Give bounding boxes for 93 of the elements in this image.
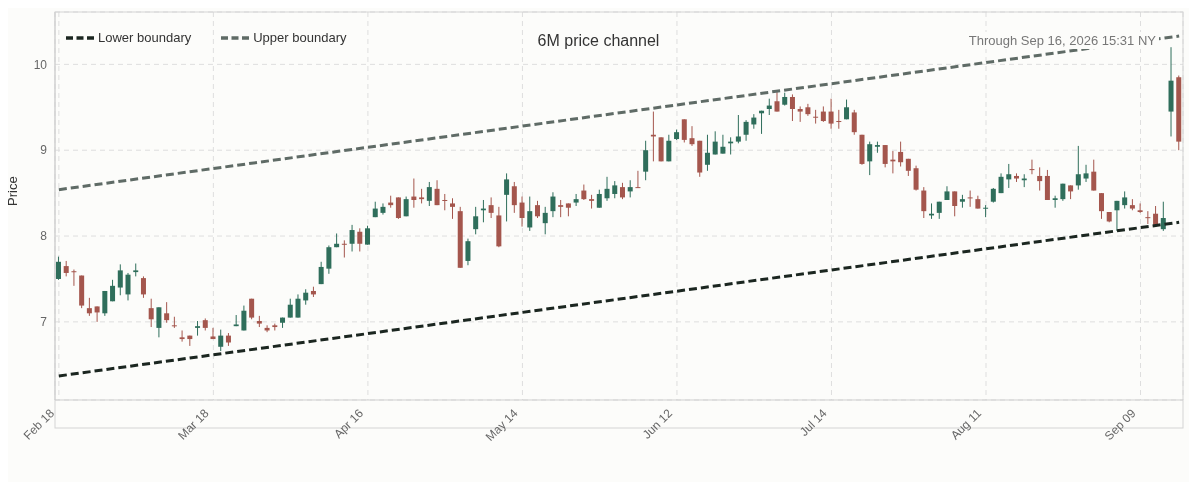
x-tick-label: Jul 14: [797, 406, 830, 439]
candlestick: [218, 329, 224, 352]
candlestick: [395, 196, 401, 220]
x-tick-label: Apr 16: [331, 405, 367, 442]
candlestick: [1145, 210, 1151, 225]
candlestick: [898, 141, 904, 168]
x-tick-label: Jun 12: [639, 405, 676, 442]
candlestick: [882, 144, 888, 168]
candlestick: [442, 193, 448, 211]
candlestick: [465, 238, 471, 266]
candlestick: [550, 191, 556, 218]
candlestick: [573, 193, 579, 207]
candlestick: [94, 305, 100, 323]
candlestick: [983, 204, 989, 218]
candlestick: [511, 181, 517, 214]
candlestick: [380, 202, 386, 216]
candlestick: [1137, 202, 1143, 214]
candlestick: [851, 109, 857, 136]
candlestick: [921, 186, 927, 219]
candlestick: [596, 189, 602, 209]
candlestick: [450, 197, 456, 220]
y-axis-title: Price: [4, 176, 20, 206]
y-tick-label: 7: [40, 315, 48, 330]
candlestick: [148, 298, 154, 328]
candlestick: [789, 93, 795, 122]
candlestick: [210, 327, 216, 340]
candlestick: [519, 196, 525, 228]
candlestick: [836, 109, 842, 130]
legend-label: Upper boundary: [253, 30, 347, 46]
candlestick: [704, 134, 710, 172]
candlestick: [527, 196, 533, 232]
y-tick-label: 9: [40, 143, 48, 158]
candlestick: [179, 329, 185, 343]
candlestick: [1052, 195, 1058, 209]
candlestick: [473, 206, 479, 235]
x-tick-label: Sep 09: [1101, 406, 1139, 444]
candlestick: [1114, 200, 1120, 232]
y-tick-label: 10: [33, 57, 48, 72]
annotation: Through Sep 16, 2026 15:31 NY: [965, 32, 1159, 49]
candlestick: [1083, 164, 1089, 183]
candlestick: [357, 227, 363, 252]
x-tick-label: Aug 11: [947, 406, 985, 443]
candlestick: [426, 181, 432, 207]
text: 6M price channel: [537, 32, 660, 49]
candlestick: [743, 119, 749, 142]
candlestick: [867, 141, 873, 176]
legend-label: Lower boundary: [98, 30, 192, 46]
candlestick: [86, 297, 92, 317]
x-tick-label: Feb 18: [20, 405, 58, 443]
candlestick: [681, 118, 687, 143]
candlestick: [1075, 145, 1081, 191]
candlestick: [1091, 159, 1097, 192]
candlestick: [349, 224, 355, 252]
candlestick: [140, 275, 146, 299]
candlestick: [735, 114, 741, 144]
candlestick: [156, 306, 162, 338]
y-tick-label: 8: [40, 229, 48, 244]
candlestick: [295, 293, 301, 319]
candlestick: [164, 301, 170, 324]
candlestick: [1098, 192, 1104, 220]
candlestick: [365, 225, 371, 246]
candlestick: [241, 305, 247, 331]
x-tick-label: Mar 18: [175, 406, 212, 443]
candlestick: [604, 176, 610, 202]
candlestick: [102, 290, 108, 317]
candlestick: [813, 109, 819, 125]
candlestick: [1006, 163, 1012, 189]
candlestick: [635, 170, 641, 189]
candlestick: [1037, 166, 1043, 192]
candlestick: [326, 244, 332, 275]
candlestick: [341, 239, 347, 258]
candlestick: [967, 190, 973, 208]
candlestick: [171, 316, 177, 329]
candlestick: [117, 263, 123, 296]
candlestick: [666, 134, 672, 162]
x-tick-label: May 14: [482, 406, 521, 444]
candlestick: [488, 196, 494, 219]
candlestick: [1160, 201, 1166, 232]
candlestick: [125, 272, 131, 301]
candlestick: [952, 190, 958, 217]
candlestick: [643, 140, 649, 181]
candlestick: [774, 91, 780, 113]
candlestick: [55, 256, 61, 281]
candlestick: [504, 172, 510, 222]
candlestick: [71, 269, 77, 287]
candlestick: [913, 165, 919, 192]
candlestick: [434, 179, 440, 206]
candlestick: [542, 206, 548, 235]
candlestick: [287, 298, 293, 319]
candlestick: [1029, 159, 1035, 175]
candlestick: [689, 125, 695, 147]
candlestick: [828, 98, 834, 130]
candlestick: [720, 134, 726, 155]
